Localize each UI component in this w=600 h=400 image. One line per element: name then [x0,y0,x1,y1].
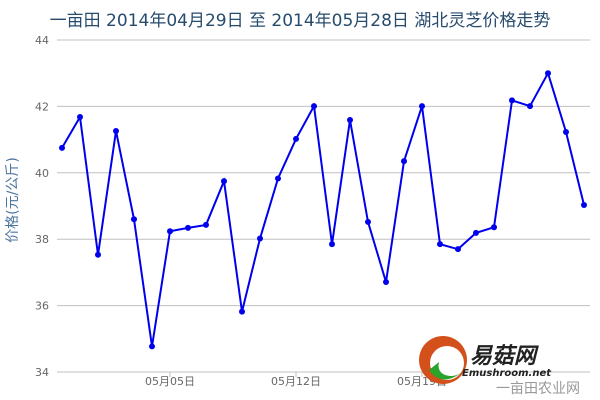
data-point [167,228,173,235]
data-point [437,241,443,248]
x-tick-label: 05月12日 [271,375,321,388]
data-point [59,144,65,151]
data-point [419,103,425,110]
data-point [365,218,371,225]
emushroom-logo [415,330,600,400]
data-point [401,158,407,165]
y-tick-label: 44 [35,34,49,47]
data-point [203,221,209,228]
data-point [455,246,461,253]
logo-site-name: 易菇网 [470,344,537,369]
data-point [383,279,389,286]
data-point [131,216,137,223]
y-tick-label: 40 [35,167,49,180]
data-point [185,224,191,231]
data-point [527,103,533,110]
y-tick-label: 34 [35,366,49,379]
data-point [329,241,335,248]
watermark-text: 一亩田农业网 [496,381,580,397]
data-point [509,97,515,104]
data-point [491,224,497,231]
chart-title: 一亩田 2014年04月29日 至 2014年05月28日 湖北灵芝价格走势 [49,11,551,31]
data-point [581,202,587,209]
data-point [149,343,155,350]
data-point [293,135,299,142]
data-point [311,103,317,110]
y-tick-label: 36 [35,300,49,313]
data-point [239,308,245,315]
data-point [473,229,479,236]
data-point [95,251,101,258]
x-tick-label: 05月05日 [145,375,195,388]
data-point [563,128,569,135]
data-point [77,114,83,121]
series-line [61,70,585,347]
y-tick-label: 42 [35,100,49,113]
data-point [257,235,263,242]
data-point [221,178,227,185]
data-point [275,175,281,182]
data-point [347,117,353,124]
data-point [545,70,551,77]
y-tick-label: 38 [35,233,49,246]
logo-swirl-icon [419,336,467,384]
logo-site-url: Emushroom.net [462,368,552,379]
data-point [113,127,119,134]
